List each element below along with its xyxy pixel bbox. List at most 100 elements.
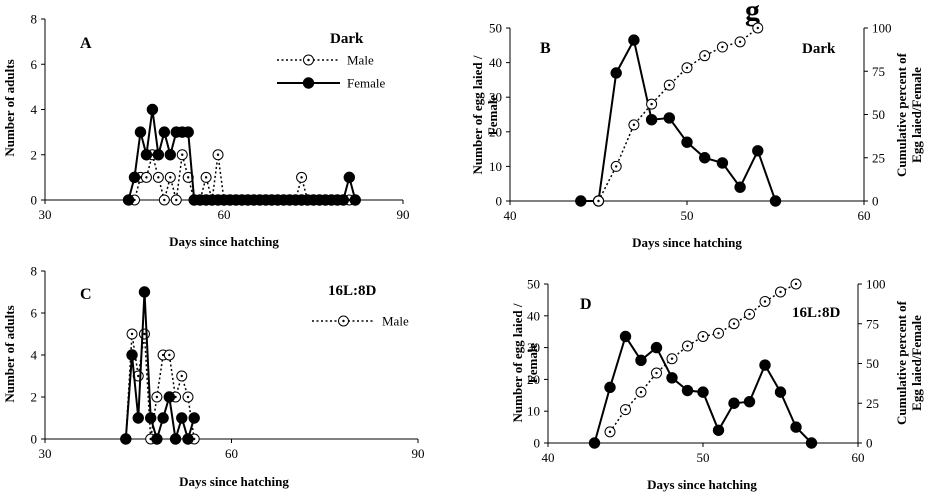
y-tick-label: 8 [31, 12, 38, 27]
data-point [604, 381, 616, 394]
y-tick-label: 4 [31, 102, 38, 117]
y-axis-title-line: Female [525, 343, 540, 384]
y2-axis-title-line: Egg laied/Female [909, 67, 924, 163]
data-point [188, 412, 200, 424]
y-axis-title: Number of egg laied /Female [470, 55, 500, 174]
x-tick-label: 50 [697, 450, 710, 465]
data-point-dot [155, 395, 159, 399]
x-tick-label: 30 [39, 207, 52, 222]
data-point [575, 195, 587, 207]
series-line [597, 27, 759, 202]
data-point-dot [639, 390, 643, 394]
data-point-dot [756, 26, 759, 30]
y-tick-label: 50 [489, 21, 502, 36]
y-tick-label: 6 [31, 57, 38, 72]
data-point [157, 412, 169, 424]
condition-label: 16L:8D [792, 305, 841, 321]
data-point [759, 359, 771, 371]
data-point [712, 424, 725, 436]
x-tick-label: 40 [542, 450, 555, 465]
data-point-dot [216, 153, 220, 156]
data-point-dot [187, 176, 190, 179]
data-point-dot [738, 40, 742, 44]
data-point-dot [703, 54, 706, 57]
data-point [151, 433, 163, 445]
y-tick-label: 40 [489, 55, 502, 70]
y2-tick-label: 75 [872, 64, 885, 79]
data-point [132, 412, 144, 424]
data-point [126, 349, 138, 361]
data-point-dot [175, 198, 178, 202]
data-point-dot [650, 102, 653, 106]
y-axis-title-line: Number of egg laied / [470, 55, 485, 174]
legend-entry-male: Male [277, 53, 374, 68]
x-tick-label: 60 [218, 207, 231, 222]
condition-label: Dark [330, 31, 364, 47]
legend-label: Male [382, 314, 409, 329]
series-line [125, 333, 195, 440]
data-point-dot [130, 332, 134, 336]
x-tick-label: 60 [858, 208, 871, 223]
data-point-dot [186, 395, 190, 399]
data-point-dot [181, 153, 184, 156]
data-point [635, 354, 647, 367]
y2-axis-title-line: Cumulative percent of [894, 52, 909, 177]
panel-a: 0 2 4 6 8 30 60 90 Days since hatching Number of … [2, 12, 410, 250]
data-point-dot [597, 199, 600, 203]
x-tick-label: 60 [225, 446, 238, 461]
data-point [182, 433, 194, 445]
data-point-dot [717, 332, 720, 335]
data-point [774, 386, 787, 398]
y-tick-label: 6 [31, 306, 38, 321]
data-point-dot [169, 176, 172, 179]
panel-letter: A [80, 35, 92, 52]
y-axis-title: Number of adults [2, 59, 17, 156]
data-point [158, 126, 171, 138]
y-axis-title-line: Female [485, 95, 500, 136]
panel-letter: C [80, 286, 92, 303]
series-solid [588, 330, 818, 449]
data-point-dot [686, 344, 689, 348]
y-tick-label: 0 [31, 193, 38, 208]
legend-marker [302, 77, 315, 89]
legend-marker-dot [342, 319, 345, 323]
data-point [152, 149, 165, 161]
data-point-dot [794, 282, 798, 286]
data-point [140, 149, 153, 161]
data-point-dot [763, 300, 767, 303]
data-point [163, 391, 176, 403]
panel-letter: D [580, 296, 592, 313]
data-point [645, 113, 658, 126]
x-axis-title: Days since hatching [169, 234, 279, 249]
legend-entry-male: Male [312, 314, 409, 329]
data-point [805, 437, 818, 449]
data-point [619, 330, 632, 343]
condition-label: 16L:8D [328, 283, 377, 299]
x-tick-label: 90 [412, 446, 425, 461]
y-tick-label: 2 [31, 390, 38, 405]
y-tick-label: 0 [534, 436, 541, 451]
data-point-dot [779, 290, 782, 294]
data-point [182, 126, 194, 138]
series-solid [120, 286, 200, 445]
data-point-dot [732, 322, 736, 325]
data-point [164, 149, 177, 161]
data-point [663, 112, 675, 124]
y2-axis-title: Cumulative percent ofEgg laied/Female [894, 300, 924, 425]
data-point [122, 194, 135, 206]
y-tick-label: 2 [31, 147, 38, 162]
y-tick-label: 4 [31, 348, 38, 363]
data-point [169, 433, 182, 445]
data-point [176, 412, 188, 424]
data-point [349, 194, 361, 206]
data-point [120, 433, 132, 445]
data-point [769, 195, 782, 207]
data-point [588, 437, 601, 449]
data-point [681, 136, 693, 148]
data-point [610, 67, 622, 79]
data-point [743, 395, 756, 408]
x-axis-title: Days since hatching [632, 235, 742, 250]
data-point [134, 126, 147, 138]
